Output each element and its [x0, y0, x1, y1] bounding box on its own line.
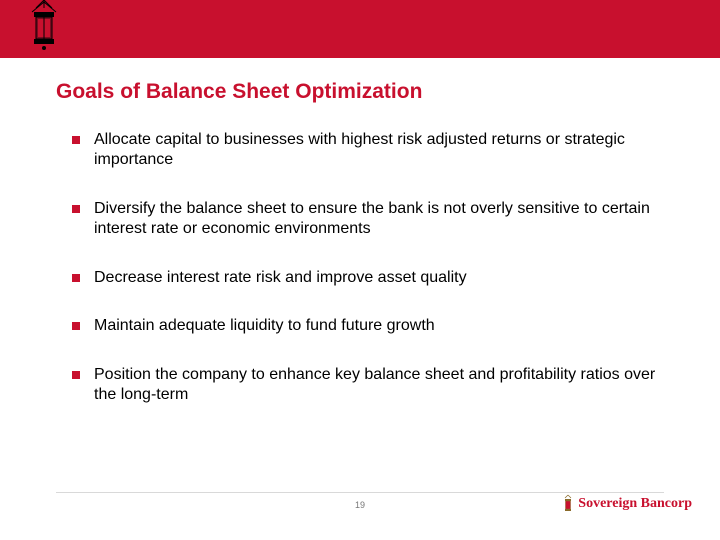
list-item: Diversify the balance sheet to ensure th… [72, 199, 664, 240]
list-item: Position the company to enhance key bala… [72, 365, 664, 406]
bullet-text: Decrease interest rate risk and improve … [94, 268, 467, 288]
slide-title: Goals of Balance Sheet Optimization [0, 58, 720, 104]
lantern-icon [26, 0, 62, 56]
footer-rule [56, 492, 664, 493]
lantern-icon [562, 494, 574, 514]
bullet-text: Position the company to enhance key bala… [94, 365, 664, 406]
page-number: 19 [355, 500, 365, 510]
bullet-marker-icon [72, 371, 80, 379]
bullet-marker-icon [72, 136, 80, 144]
header-bar [0, 0, 720, 58]
bullet-marker-icon [72, 205, 80, 213]
bullet-marker-icon [72, 322, 80, 330]
footer-logo: Sovereign Bancorp [562, 494, 692, 514]
footer-logo-text: Sovereign Bancorp [578, 496, 692, 512]
bullet-text: Diversify the balance sheet to ensure th… [94, 199, 664, 240]
bullet-text: Maintain adequate liquidity to fund futu… [94, 316, 435, 336]
list-item: Allocate capital to businesses with high… [72, 130, 664, 171]
list-item: Decrease interest rate risk and improve … [72, 268, 664, 288]
list-item: Maintain adequate liquidity to fund futu… [72, 316, 664, 336]
bullet-marker-icon [72, 274, 80, 282]
bullet-list: Allocate capital to businesses with high… [0, 104, 720, 406]
bullet-text: Allocate capital to businesses with high… [94, 130, 664, 171]
footer: 19 Sovereign Bancorp [0, 498, 720, 526]
